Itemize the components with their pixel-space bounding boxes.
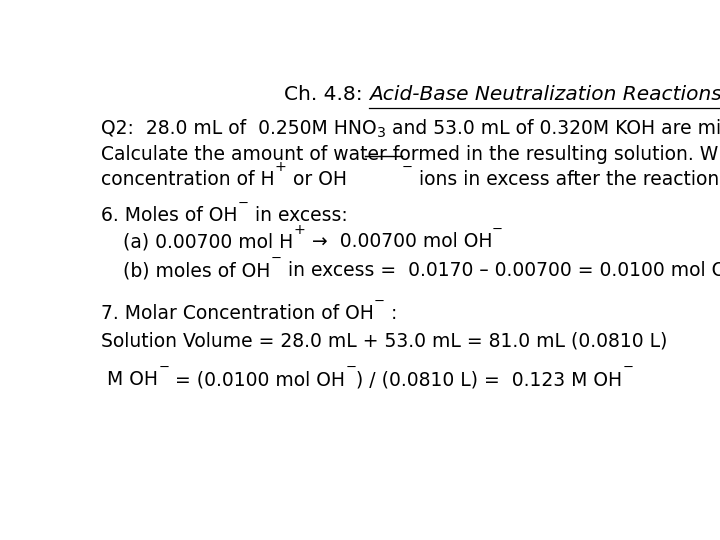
Text: −: −	[158, 361, 169, 374]
Text: −: −	[402, 160, 413, 173]
Text: −: −	[374, 295, 385, 308]
Text: in excess:: in excess:	[248, 206, 348, 225]
Text: M OH: M OH	[101, 370, 158, 389]
Text: M OH: M OH	[101, 370, 158, 389]
Text: +: +	[294, 223, 305, 237]
Text: ) / (0.0810 L) =  0.123 M OH: ) / (0.0810 L) = 0.123 M OH	[356, 370, 622, 389]
Text: −: −	[238, 197, 248, 210]
Text: Calculate the amount of water formed in the resulting solution. What is the: Calculate the amount of water formed in …	[101, 145, 720, 164]
Text: or OH: or OH	[287, 170, 346, 188]
Text: −: −	[345, 361, 356, 374]
Text: Q2:  28.0 mL of  0.250M HNO: Q2: 28.0 mL of 0.250M HNO	[101, 119, 377, 138]
Text: −: −	[622, 361, 634, 374]
Text: (a) 0.00700 mol H: (a) 0.00700 mol H	[124, 232, 294, 251]
Text: +: +	[275, 160, 287, 174]
Text: 6. Moles of OH: 6. Moles of OH	[101, 206, 238, 225]
Text: +: +	[303, 160, 315, 174]
Text: concentration of H: concentration of H	[101, 170, 275, 188]
Text: 6. Moles of OH: 6. Moles of OH	[101, 206, 238, 225]
Text: −: −	[374, 295, 385, 308]
Text: Q2:  28.0 mL of  0.250M HNO: Q2: 28.0 mL of 0.250M HNO	[101, 119, 377, 138]
Text: (b) moles of OH: (b) moles of OH	[124, 261, 271, 280]
Text: = (0.0100 mol OH: = (0.0100 mol OH	[169, 370, 345, 389]
Text: 3: 3	[377, 126, 386, 140]
Text: −: −	[345, 361, 356, 374]
Text: concentration of H: concentration of H	[101, 170, 275, 188]
Text: and 53.0 mL of 0.320M KOH are mixed.: and 53.0 mL of 0.320M KOH are mixed.	[386, 119, 720, 138]
Text: and 53.0 mL of 0.320M KOH are mixed.: and 53.0 mL of 0.320M KOH are mixed.	[386, 119, 720, 138]
Text: :: :	[385, 304, 397, 323]
Text: 7. Molar Concentration of OH: 7. Molar Concentration of OH	[101, 304, 374, 323]
Text: −: −	[238, 197, 248, 210]
Text: Acid-Base Neutralization Reactions: Acid-Base Neutralization Reactions	[369, 85, 720, 104]
Text: or: or	[334, 170, 365, 188]
Text: −: −	[158, 361, 169, 374]
Text: :: :	[385, 304, 397, 323]
Text: Calculate the amount of water formed in the resulting solution. What is the: Calculate the amount of water formed in …	[101, 145, 720, 164]
Text: −: −	[492, 223, 503, 236]
Text: →  0.00700 mol OH: → 0.00700 mol OH	[305, 232, 492, 251]
Text: −: −	[492, 223, 503, 236]
Text: OH: OH	[373, 170, 402, 188]
Text: (a) 0.00700 mol H: (a) 0.00700 mol H	[124, 232, 294, 251]
Text: →  0.00700 mol OH: → 0.00700 mol OH	[305, 232, 492, 251]
Text: −: −	[271, 252, 282, 265]
Text: or OH: or OH	[287, 170, 346, 188]
Text: +: +	[294, 223, 305, 237]
Text: ) / (0.0810 L) =  0.123 M OH: ) / (0.0810 L) = 0.123 M OH	[356, 370, 622, 389]
Text: in excess:: in excess:	[248, 206, 348, 225]
Text: ions in excess after the reaction is complete?: ions in excess after the reaction is com…	[413, 170, 720, 188]
Text: or: or	[90, 170, 121, 188]
Text: Solution Volume = 28.0 mL + 53.0 mL = 81.0 mL (0.0810 L): Solution Volume = 28.0 mL + 53.0 mL = 81…	[101, 332, 667, 351]
Text: −: −	[622, 361, 634, 374]
Text: 7. Molar Concentration of OH: 7. Molar Concentration of OH	[101, 304, 374, 323]
Text: in excess =  0.0170 – 0.00700 = 0.0100 mol OH: in excess = 0.0170 – 0.00700 = 0.0100 mo…	[282, 261, 720, 280]
Text: in excess =  0.0170 – 0.00700 = 0.0100 mol OH: in excess = 0.0170 – 0.00700 = 0.0100 mo…	[282, 261, 720, 280]
Text: −: −	[402, 160, 413, 173]
Text: concentration of H: concentration of H	[101, 170, 275, 188]
Text: (b) moles of OH: (b) moles of OH	[124, 261, 271, 280]
Text: Solution Volume = 28.0 mL + 53.0 mL = 81.0 mL (0.0810 L): Solution Volume = 28.0 mL + 53.0 mL = 81…	[101, 332, 667, 351]
Text: 3: 3	[377, 126, 386, 140]
Text: −: −	[271, 252, 282, 265]
Text: +: +	[275, 160, 287, 174]
Text: Ch. 4.8:: Ch. 4.8:	[284, 85, 369, 104]
Text: ions in excess after the reaction is complete?: ions in excess after the reaction is com…	[413, 170, 720, 188]
Text: = (0.0100 mol OH: = (0.0100 mol OH	[169, 370, 345, 389]
